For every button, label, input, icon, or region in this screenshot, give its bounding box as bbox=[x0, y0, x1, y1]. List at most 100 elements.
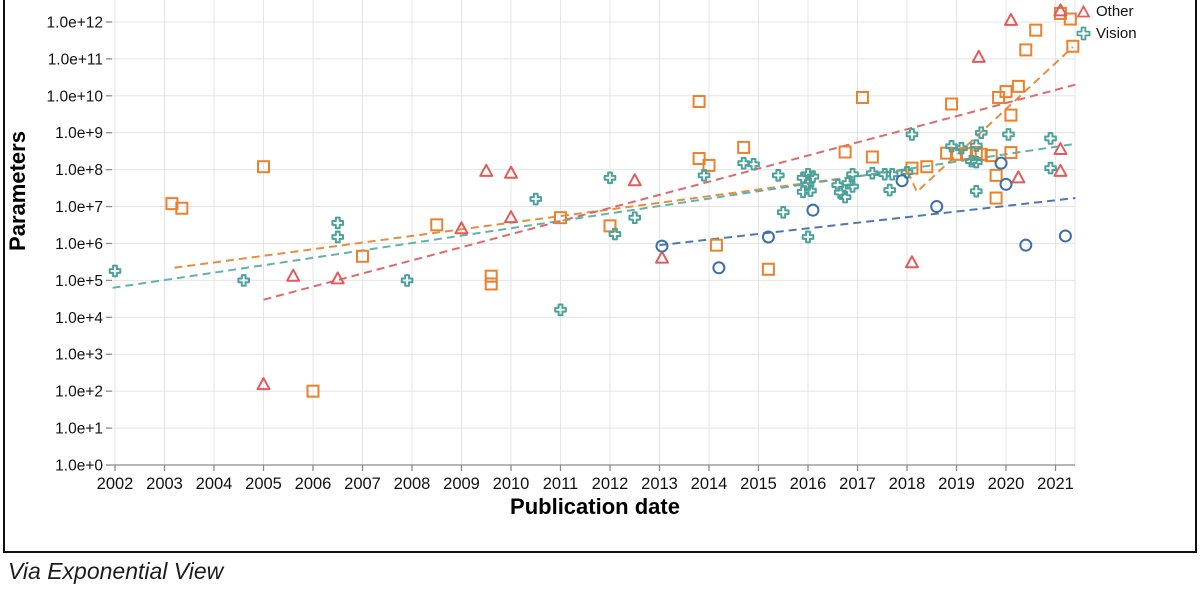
data-point-circle bbox=[1058, 229, 1072, 243]
data-point-plus bbox=[838, 190, 852, 204]
data-point-circle bbox=[1019, 238, 1033, 252]
triangle-icon bbox=[1076, 4, 1091, 17]
x-tick-label: 2004 bbox=[196, 475, 233, 493]
data-point-plus bbox=[628, 211, 642, 224]
data-point-plus bbox=[885, 167, 899, 181]
y-tick-label: 1.0e+8 bbox=[55, 162, 103, 179]
data-point-triangle bbox=[1011, 170, 1026, 184]
x-tick-label: 2021 bbox=[1037, 475, 1074, 493]
data-point-plus bbox=[801, 230, 815, 244]
data-point-triangle bbox=[504, 165, 518, 179]
data-point-triangle bbox=[479, 163, 494, 177]
data-point-plus bbox=[529, 192, 543, 206]
y-tick-label: 1.0e+11 bbox=[48, 51, 103, 68]
y-tick-label: 1.0e+0 bbox=[55, 458, 103, 475]
data-point-square bbox=[865, 150, 879, 164]
legend: Other Vision bbox=[1076, 1, 1137, 43]
data-point-square bbox=[484, 269, 498, 283]
legend-label-other: Other bbox=[1096, 2, 1134, 20]
data-point-plus bbox=[776, 205, 790, 219]
data-point-plus bbox=[974, 126, 988, 140]
data-point-plus bbox=[846, 180, 859, 193]
data-point-triangle bbox=[504, 210, 518, 224]
x-tick-label: 2011 bbox=[543, 475, 578, 493]
y-tick-label: 1.0e+4 bbox=[55, 310, 103, 327]
data-point-triangle bbox=[1053, 3, 1068, 17]
data-point-plus bbox=[603, 171, 617, 185]
data-point-square bbox=[838, 145, 852, 159]
data-point-plus bbox=[970, 184, 983, 198]
x-tick-label: 2017 bbox=[839, 475, 876, 493]
data-point-plus bbox=[866, 166, 879, 180]
data-point-square bbox=[692, 152, 706, 166]
data-point-plus bbox=[1044, 132, 1057, 145]
x-tick-label: 2002 bbox=[97, 475, 134, 493]
x-tick-label: 2016 bbox=[790, 475, 827, 493]
y-tick-label: 1.0e+5 bbox=[55, 273, 103, 290]
data-point-plus bbox=[400, 274, 414, 287]
data-point-plus bbox=[608, 227, 622, 241]
data-point-triangle bbox=[330, 271, 345, 285]
x-tick-label: 2015 bbox=[740, 475, 777, 493]
data-point-square bbox=[1004, 108, 1018, 122]
y-tick-label: 1.0e+10 bbox=[47, 88, 104, 105]
data-point-plus bbox=[331, 216, 345, 230]
data-point-plus bbox=[331, 230, 345, 244]
data-point-square bbox=[855, 90, 869, 104]
data-point-triangle bbox=[971, 49, 986, 63]
legend-item-other: Other bbox=[1076, 1, 1137, 21]
data-point-square bbox=[999, 85, 1013, 99]
y-tick-label: 1.0e+3 bbox=[55, 347, 103, 364]
x-tick-label: 2008 bbox=[394, 475, 431, 493]
data-point-circle bbox=[712, 261, 726, 275]
data-point-triangle bbox=[1053, 142, 1068, 156]
data-point-plus bbox=[801, 167, 815, 181]
data-point-plus bbox=[747, 157, 760, 171]
data-point-triangle bbox=[904, 255, 919, 269]
x-tick-label: 2013 bbox=[641, 475, 678, 493]
x-tick-label: 2019 bbox=[938, 475, 975, 493]
data-point-circle bbox=[895, 174, 909, 188]
data-point-square bbox=[920, 160, 934, 174]
data-point-triangle bbox=[1053, 163, 1068, 177]
data-point-plus bbox=[1002, 128, 1015, 141]
data-point-circle bbox=[761, 230, 775, 244]
data-point-triangle bbox=[454, 221, 469, 235]
x-tick-label: 2014 bbox=[691, 475, 728, 493]
data-point-square bbox=[692, 95, 706, 109]
y-tick-label: 1.0e+1 bbox=[55, 421, 103, 438]
data-point-plus bbox=[955, 141, 968, 155]
data-point-square bbox=[989, 191, 1003, 205]
data-point-triangle bbox=[654, 250, 669, 264]
data-point-plus bbox=[833, 186, 847, 199]
data-point-circle bbox=[994, 156, 1008, 170]
data-point-plus bbox=[970, 155, 983, 169]
y-tick-label: 1.0e+6 bbox=[55, 236, 103, 253]
data-point-square bbox=[989, 168, 1003, 182]
data-point-square bbox=[702, 158, 716, 172]
data-point-triangle bbox=[1003, 12, 1018, 26]
x-tick-label: 2005 bbox=[245, 475, 282, 493]
data-point-plus bbox=[237, 274, 250, 287]
data-point-plus bbox=[737, 156, 750, 170]
source-caption: Via Exponential View bbox=[8, 558, 224, 584]
x-tick-label: 2007 bbox=[344, 475, 381, 493]
y-tick-label: 1.0e+2 bbox=[55, 384, 103, 401]
data-point-square bbox=[484, 277, 498, 291]
data-point-square bbox=[761, 262, 775, 276]
y-axis-title: Parameters bbox=[5, 131, 30, 251]
plus-icon bbox=[1076, 26, 1091, 40]
legend-item-vision: Vision bbox=[1076, 23, 1137, 43]
data-point-square bbox=[945, 97, 959, 111]
x-tick-label: 2003 bbox=[146, 475, 183, 493]
data-point-plus bbox=[970, 139, 983, 152]
trend-line-orange_squares bbox=[174, 46, 1074, 269]
data-point-square bbox=[554, 211, 567, 225]
data-point-square bbox=[1029, 23, 1043, 37]
x-tick-label: 2010 bbox=[493, 475, 530, 493]
data-point-circle bbox=[930, 200, 944, 214]
x-tick-label: 2018 bbox=[889, 475, 926, 493]
trend-line-blue_circles bbox=[659, 197, 1076, 247]
x-tick-label: 2012 bbox=[592, 475, 629, 493]
